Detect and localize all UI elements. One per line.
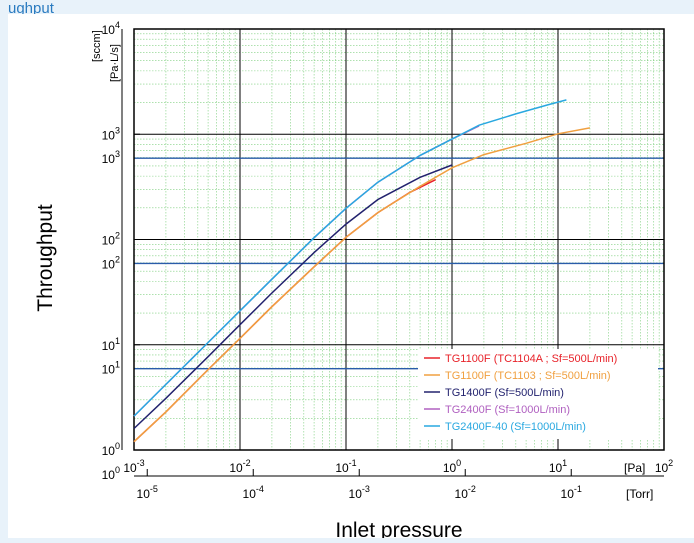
x-tick-label: 101: [549, 458, 567, 475]
chart-panel: 10-3 10-2 10-1 100 101 102 10-5 10-4 10-3 10-2 10…: [8, 14, 694, 542]
y2-tick-label: 100: [102, 465, 120, 482]
page-header: ughput: [8, 0, 54, 17]
x2-tick-labels: 10-5 10-4 10-3 10-2 10-1: [137, 484, 582, 501]
y-tick-label: 104: [102, 20, 120, 37]
legend-label-4: TG2400F (Sf=1000L/min): [445, 404, 570, 416]
x-tick-label: 10-1: [335, 458, 356, 475]
series-line-1: [133, 179, 436, 443]
y2-unit-label: [sccm]: [91, 30, 103, 62]
x2-tick-label: 10-1: [561, 484, 582, 501]
x-tick-label: 10-2: [229, 458, 250, 475]
x2-tick-label: 10-4: [243, 484, 264, 501]
x-tick-label: 10-3: [123, 458, 144, 475]
x-axis-title: Inlet pressure: [335, 519, 462, 538]
legend-box: [418, 349, 658, 439]
y-tick-label: 101: [102, 336, 120, 353]
x-tick-labels: 10-3 10-2 10-1 100 101 102: [123, 458, 673, 475]
legend-label-1: TG1100F (TC1104A ; Sf=500L/min): [445, 353, 617, 365]
y2-tick-label: 101: [102, 360, 120, 377]
x-unit-label: [Pa]: [624, 461, 645, 475]
throughput-chart: 10-3 10-2 10-1 100 101 102 10-5 10-4 10-3 10-2 10…: [34, 20, 673, 542]
series-line-3: [133, 164, 453, 430]
x2-tick-label: 10-2: [455, 484, 476, 501]
x2-tick-label: 10-3: [349, 484, 370, 501]
x-tick-label: 100: [443, 458, 461, 475]
x2-tick-label: 10-5: [137, 484, 158, 501]
legend-label-3: TG1400F (Sf=500L/min): [445, 387, 564, 399]
legend-label-5: TG2400F-40 (Sf=1000L/min): [445, 421, 586, 433]
y-tick-label: 100: [102, 441, 120, 458]
legend-label-2: TG1100F (TC1103 ; Sf=500L/min): [445, 370, 611, 382]
series-line-5: [133, 99, 567, 417]
y-tick-label: 102: [102, 231, 120, 248]
y-axis-title: Throughput: [34, 204, 57, 312]
y-tick-labels: 100 101 102 103 104: [102, 20, 120, 458]
y2-tick-labels: 100 101 102 103: [102, 149, 120, 482]
series-line-2: [133, 127, 591, 443]
series-lines: [133, 99, 591, 443]
legend: TG1100F (TC1104A ; Sf=500L/min) TG1100F (…: [418, 349, 658, 439]
axis-ticks: [133, 28, 665, 476]
x2-unit-label: [Torr]: [626, 487, 653, 501]
y2-tick-label: 102: [102, 254, 120, 271]
y2-tick-label: 103: [102, 149, 120, 166]
y-unit-label: [Pa·L/s]: [109, 44, 121, 82]
x-tick-label: 102: [655, 458, 673, 475]
y-tick-label: 103: [102, 125, 120, 142]
